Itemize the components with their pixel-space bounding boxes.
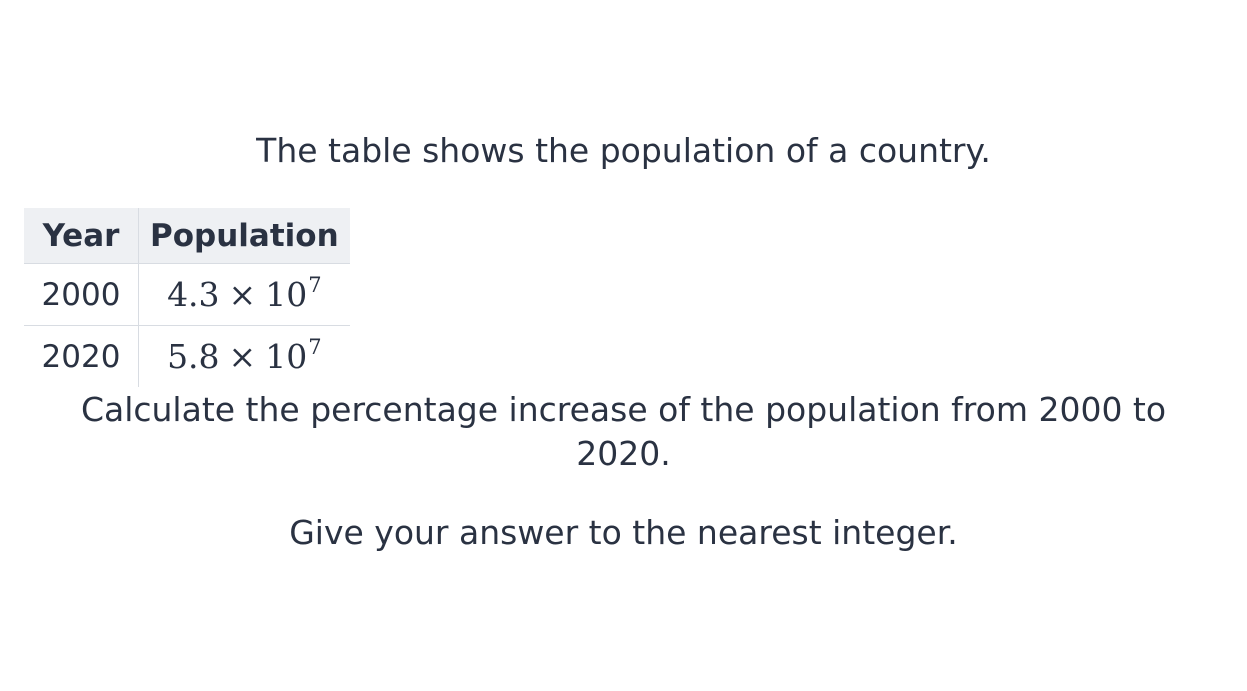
population-cell: 5.8 × 107	[139, 326, 350, 388]
table-row: 2020 5.8 × 107	[24, 325, 350, 388]
times-symbol: ×	[228, 275, 257, 314]
power-exponent: 7	[308, 335, 322, 359]
mantissa: 5.8	[167, 337, 220, 376]
population-table: Year Population 2000 4.3 × 107 2020 5.8 × 10…	[24, 208, 350, 387]
header-population: Population	[138, 208, 350, 264]
year-cell: 2000	[24, 263, 139, 326]
header-year: Year	[24, 208, 139, 264]
times-symbol: ×	[228, 337, 257, 376]
power-exponent: 7	[308, 273, 322, 297]
instruction-text: Give your answer to the nearest integer.	[289, 513, 958, 552]
power-base: 10	[265, 337, 308, 376]
year-cell: 2020	[24, 325, 139, 387]
intro-text: The table shows the population of a coun…	[256, 131, 991, 170]
question-text: Calculate the percentage increase of the…	[80, 390, 1167, 473]
mantissa: 4.3	[167, 275, 220, 314]
table-row: 2000 4.3 × 107	[24, 263, 350, 326]
population-value: 4.3 × 107	[167, 273, 322, 314]
population-value: 5.8 × 107	[167, 335, 322, 376]
power-base: 10	[265, 275, 308, 314]
table-header-row: Year Population	[24, 208, 350, 264]
population-cell: 4.3 × 107	[138, 263, 350, 326]
